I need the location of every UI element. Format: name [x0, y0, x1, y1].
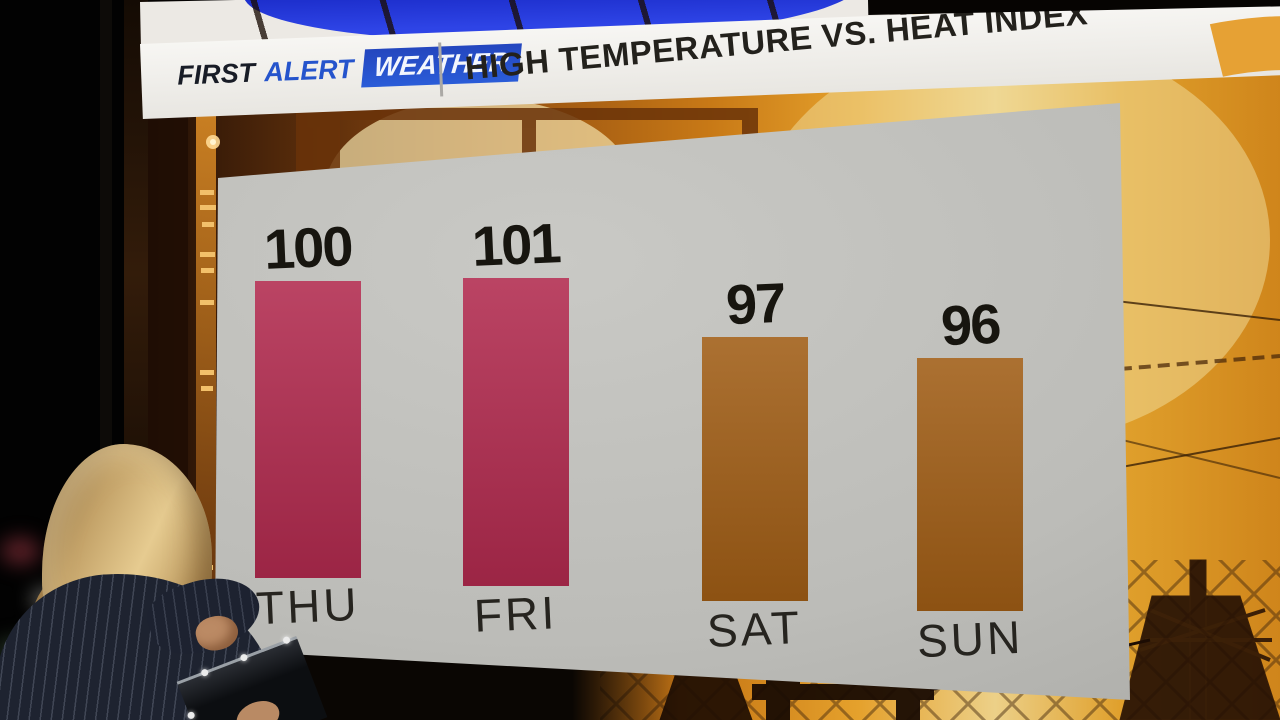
bar-thu: [255, 281, 361, 579]
bar-value-sat: 97: [724, 271, 786, 337]
brand-first: FIRST: [176, 57, 256, 91]
brand-alert: ALERT: [263, 53, 355, 87]
bar-group-sun: 96 SUN: [895, 292, 1045, 668]
bar-group-fri: 101 FRI: [441, 211, 591, 643]
bar-sun: [917, 358, 1023, 612]
bar-label-fri: FRI: [473, 586, 559, 643]
weather-presenter: [0, 430, 360, 720]
tablet-reflection-dot: [239, 653, 249, 663]
bar-value-fri: 101: [470, 211, 562, 279]
bar-label-sat: SAT: [706, 601, 804, 658]
tablet-reflection-dot: [282, 635, 292, 645]
bar-value-thu: 100: [262, 214, 354, 282]
chart-panel: 100 THU 101 FRI 97 SAT 96 SUN: [215, 103, 1130, 700]
bar-sat: [702, 337, 808, 602]
tablet-reflection-dot: [200, 668, 210, 678]
bar-fri: [463, 278, 569, 587]
bar-group-thu: 100 THU: [233, 214, 383, 635]
bar-group-sat: 97 SAT: [680, 271, 830, 658]
bar-label-sun: SUN: [915, 611, 1025, 668]
power-line-tower-right: [1119, 559, 1280, 720]
